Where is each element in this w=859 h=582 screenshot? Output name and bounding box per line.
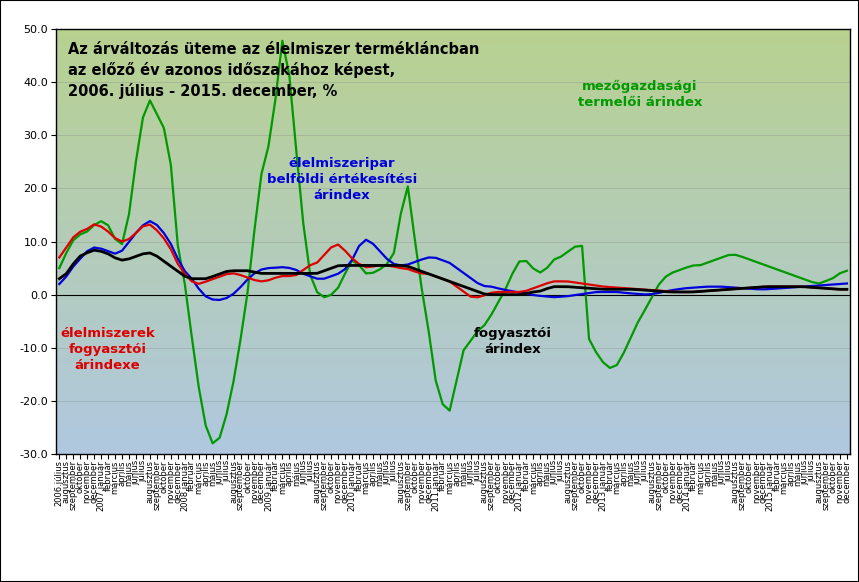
Text: élelmiszerek
fogyasztói
árindexe: élelmiszerek fogyasztói árindexe (60, 327, 155, 371)
Text: mezőgazdasági
termelői árindex: mezőgazdasági termelői árindex (577, 80, 702, 109)
Text: Az árváltozás üteme az élelmiszer termékláncban
az előző év azonos időszakához k: Az árváltozás üteme az élelmiszer termék… (68, 42, 479, 100)
Text: fogyasztói
árindex: fogyasztói árindex (473, 327, 551, 356)
Text: élelmiszeripar
belföldi értékesítési
árindex: élelmiszeripar belföldi értékesítési ári… (267, 157, 417, 201)
